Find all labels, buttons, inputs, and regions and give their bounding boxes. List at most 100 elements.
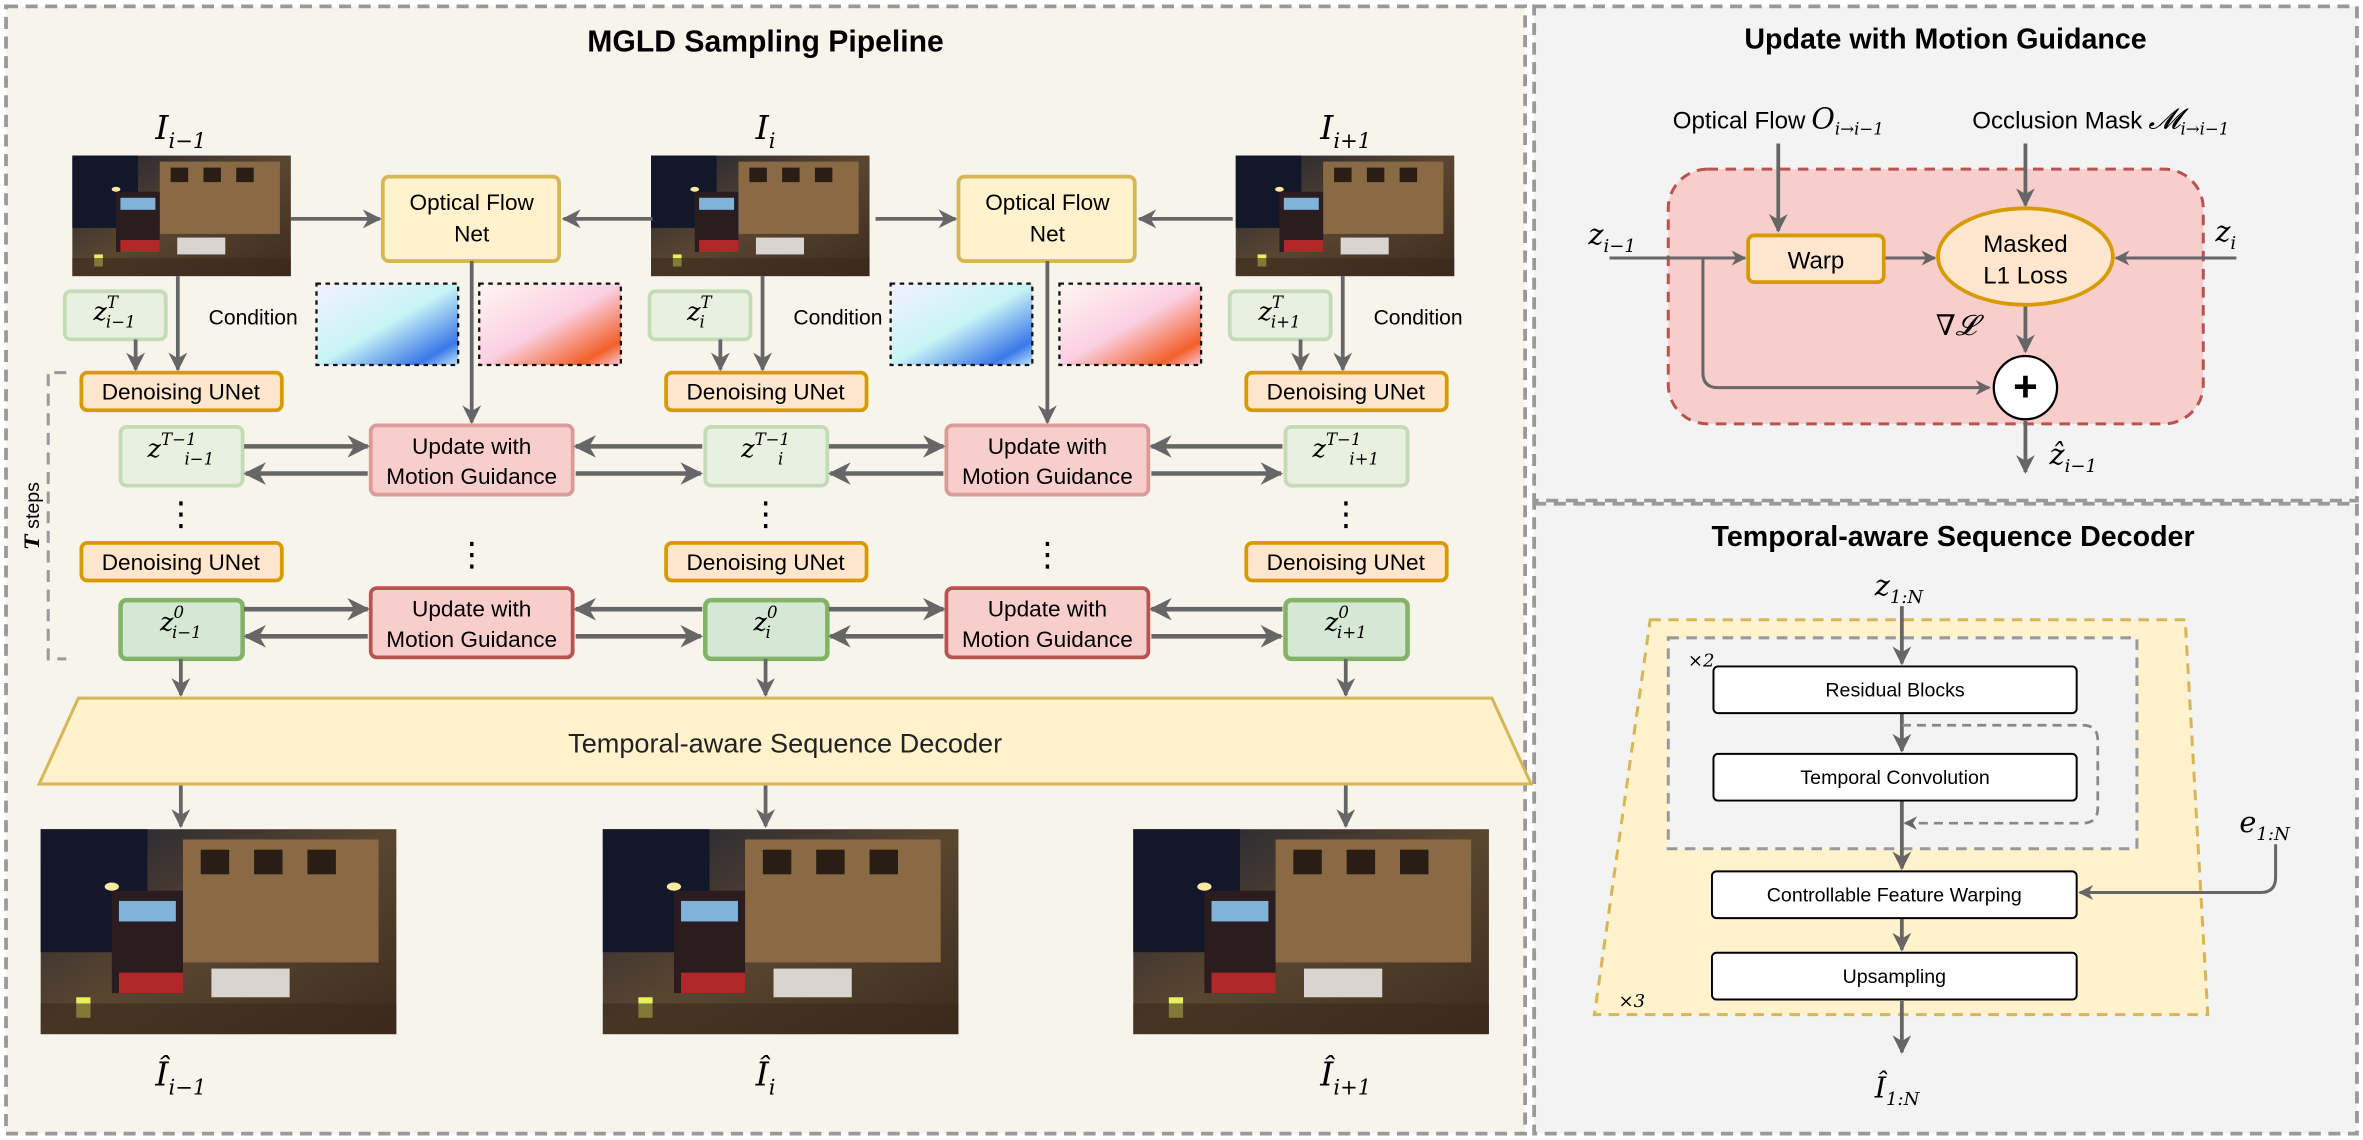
denoising-unet-label: Denoising UNet — [102, 380, 261, 405]
decoder-block — [1712, 665, 2078, 715]
latent-zT1-box — [703, 424, 830, 488]
loss-label-line1: Masked — [1983, 231, 2067, 258]
t-steps-bracket — [46, 371, 67, 661]
ellipsis-icon: ⋮ — [164, 494, 197, 533]
decoder-block-label: Residual Blocks — [1825, 680, 1964, 702]
latent-zT1-label: zT−1 i — [740, 430, 790, 469]
condition-label: Condition — [1374, 306, 1463, 329]
decoder-input-label: z1:N — [1874, 569, 1925, 609]
update-motion-guidance-block — [944, 586, 1151, 660]
output-frame-label: Îi−1 — [154, 1053, 206, 1099]
decoder-block-label: Controllable Feature Warping — [1767, 885, 2022, 907]
optical-flow-visualization — [1058, 282, 1203, 367]
denoising-unet-label: Denoising UNet — [1267, 550, 1426, 575]
output-frame-label: Îi — [755, 1053, 776, 1099]
ellipsis-icon: ⋮ — [455, 534, 488, 573]
latent-zT1-box — [118, 424, 245, 488]
update-motion-guidance-label: Update with — [412, 597, 531, 622]
input-frame-label: Ii+1 — [1319, 108, 1371, 153]
z-hat-output-label: ẑi−1 — [2049, 438, 2098, 478]
warp-block — [1746, 233, 1886, 285]
denoising-unet-label: Denoising UNet — [686, 550, 845, 575]
latent-z0-label: z0 i+1 — [1324, 603, 1367, 642]
motion-guidance-module — [1666, 167, 2205, 426]
decoder-block — [1712, 752, 2078, 802]
condition-label: Condition — [209, 306, 298, 329]
update-motion-guidance-label: Motion Guidance — [386, 627, 557, 652]
repeat-x2-label: ×2 — [1688, 650, 1715, 671]
condition-label: Condition — [793, 306, 882, 329]
denoising-unet-block — [79, 370, 284, 413]
latent-zT1-box — [1283, 424, 1410, 488]
update-motion-guidance-label: Motion Guidance — [962, 464, 1133, 489]
denoising-unet-block — [664, 370, 869, 413]
decoder-title: Temporal-aware Sequence Decoder — [1712, 521, 2195, 553]
input-frame-label: Ii−1 — [154, 108, 206, 153]
decoder-block — [1710, 951, 2078, 1001]
t-steps-label: Tsteps — [21, 482, 44, 550]
optical-flow-net-label: Net — [454, 221, 490, 246]
plus-icon: + — [2013, 363, 2038, 410]
add-node — [1992, 354, 2059, 421]
denoising-unet-label: Denoising UNet — [1267, 380, 1426, 405]
latent-z0-box — [1283, 597, 1410, 662]
denoising-unet-block — [79, 540, 284, 583]
output-frame-label: Îi+1 — [1319, 1053, 1371, 1099]
output-frame-image — [1133, 829, 1489, 1035]
warp-label: Warp — [1788, 248, 1845, 275]
motion-guidance-title: Update with Motion Guidance — [1744, 24, 2146, 56]
latent-z0-label: z0 i−1 — [159, 603, 202, 642]
latent-zT1-label: zT−1 i−1 — [147, 430, 215, 469]
latent-z0-box — [118, 597, 245, 662]
update-motion-guidance-label: Update with — [412, 434, 531, 459]
output-frame-image — [602, 829, 959, 1035]
z-cur-label: zi — [2214, 214, 2236, 254]
input-frame-image — [1235, 155, 1455, 277]
sequence-decoder-block — [36, 696, 1534, 786]
input-frame-image — [72, 155, 291, 277]
optical-flow-input-label: Optical Flow Oi→i−1 — [1673, 101, 1884, 138]
optical-flow-net-label: Net — [1030, 221, 1066, 246]
latent-zT1-label: zT−1 i+1 — [1311, 430, 1379, 469]
latent-zT-label: zT i−1 — [92, 293, 135, 332]
optical-flow-visualization — [889, 282, 1034, 367]
pipeline-title: MGLD Sampling Pipeline — [587, 26, 944, 59]
latent-zT-label: zT i+1 — [1257, 293, 1300, 332]
update-motion-guidance-block — [368, 423, 575, 497]
update-motion-guidance-block — [368, 586, 575, 660]
optical-flow-visualization — [478, 282, 623, 367]
update-motion-guidance-label: Update with — [988, 597, 1107, 622]
event-input-label: e1:N — [2239, 805, 2291, 845]
latent-zT-box — [62, 289, 168, 342]
sequence-decoder-label: Temporal-aware Sequence Decoder — [568, 727, 1002, 758]
ellipsis-icon: ⋮ — [1031, 534, 1064, 573]
gradient-label: ∇𝓛 — [1936, 308, 1985, 342]
denoising-unet-label: Denoising UNet — [102, 550, 261, 575]
denoising-unet-label: Denoising UNet — [686, 380, 845, 405]
ellipsis-icon: ⋮ — [1329, 494, 1362, 533]
z-prev-label: zi−1 — [1587, 217, 1636, 257]
ellipsis-icon: ⋮ — [749, 494, 782, 533]
optical-flow-net-label: Optical Flow — [985, 190, 1110, 215]
latent-zT-label: zT i — [686, 293, 714, 332]
latent-z0-box — [703, 597, 830, 662]
decoder-output-label: Î1:N — [1874, 1070, 1921, 1110]
optical-flow-net-label: Optical Flow — [410, 190, 535, 215]
update-motion-guidance-block — [944, 423, 1151, 497]
denoising-unet-block — [664, 540, 869, 583]
latent-z0-label: z0 i — [753, 603, 779, 642]
update-motion-guidance-label: Motion Guidance — [962, 627, 1133, 652]
optical-flow-visualization — [315, 282, 460, 367]
denoising-unet-block — [1244, 540, 1449, 583]
loss-label-line2: L1 Loss — [1983, 263, 2067, 290]
input-frame-image — [651, 155, 870, 277]
update-motion-guidance-label: Motion Guidance — [386, 464, 557, 489]
denoising-unet-block — [1244, 370, 1449, 413]
masked-l1-loss-block — [1936, 206, 2115, 307]
latent-zT-box — [1227, 289, 1333, 342]
decoder-block-label: Upsampling — [1843, 966, 1946, 988]
update-motion-guidance-label: Update with — [988, 434, 1107, 459]
output-frame-image — [40, 829, 397, 1035]
